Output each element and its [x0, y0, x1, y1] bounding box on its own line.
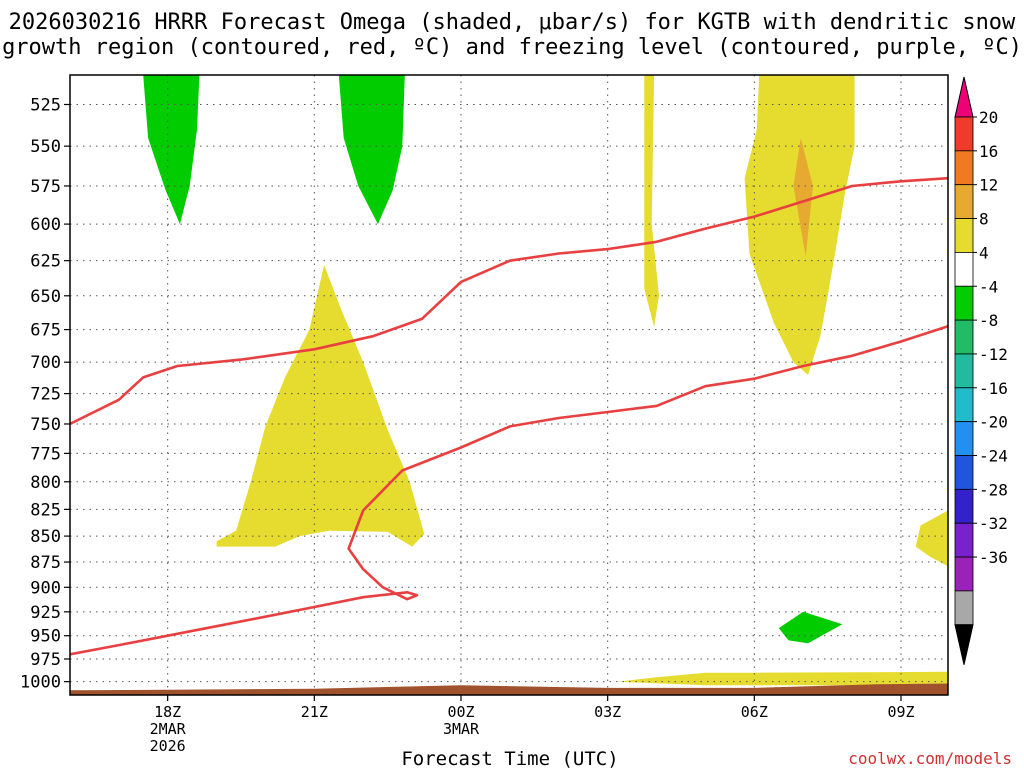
- x-tick-label-6-0: 21Z: [301, 703, 328, 721]
- y-tick-label-725: 725: [30, 385, 61, 405]
- colorbar-swatch-10: [954, 455, 974, 490]
- x-tick-label-9-1: 3MAR: [443, 720, 480, 738]
- colorbar-swatch-0: [954, 116, 974, 152]
- colorbar-swatch-7: [954, 353, 974, 389]
- colorbar-swatch-3: [954, 218, 974, 253]
- y-tick-label-625: 625: [30, 252, 61, 272]
- omega-region-3: [644, 75, 659, 327]
- colorbar-label-12: -32: [979, 514, 1008, 533]
- x-tick-label-3-1: 2MAR: [150, 720, 187, 738]
- y-tick-label-1000: 1000: [20, 673, 61, 693]
- omega-shading: [143, 75, 948, 686]
- colorbar-label-2: 12: [979, 176, 998, 195]
- credit-text: coolwx.com/models: [848, 749, 1012, 768]
- y-tick-label-550: 550: [30, 137, 61, 157]
- y-tick-label-575: 575: [30, 177, 61, 197]
- colorbar-label-3: 8: [979, 210, 989, 229]
- colorbar-label-13: -36: [979, 548, 1008, 567]
- colorbar-label-11: -28: [979, 480, 1008, 499]
- colorbar-label-7: -12: [979, 345, 1008, 364]
- colorbar-swatch-6: [954, 319, 974, 355]
- y-tick-label-775: 775: [30, 444, 61, 464]
- x-tick-label-9-0: 00Z: [447, 703, 474, 721]
- x-tick-label-12-0: 03Z: [594, 703, 621, 721]
- omega-region-0: [143, 75, 200, 225]
- omega-region-2: [216, 265, 425, 547]
- dendritic-contour-lower: [70, 324, 948, 656]
- y-tick-label-950: 950: [30, 627, 61, 647]
- colorbar-label-1: 16: [979, 142, 998, 161]
- omega-region-8: [617, 671, 948, 686]
- y-tick-label-825: 825: [30, 500, 61, 520]
- y-tick-label-600: 600: [30, 215, 61, 235]
- colorbar-swatch-9: [954, 421, 974, 456]
- y-tick-label-975: 975: [30, 650, 61, 670]
- colorbar-arrow-top: [954, 76, 974, 118]
- omega-region-7: [778, 611, 843, 644]
- colorbar-swatch-13: [954, 556, 974, 592]
- chart-title-line2: growth region (contoured, red, ºC) and f…: [2, 35, 1022, 60]
- colorbar-swatch-11: [954, 488, 974, 524]
- omega-region-6: [915, 510, 948, 567]
- y-tick-label-650: 650: [30, 287, 61, 307]
- dendritic-contours: [70, 176, 948, 656]
- x-tick-label-18-0: 09Z: [887, 703, 914, 721]
- y-tick-label-850: 850: [30, 527, 61, 547]
- x-tick-label-3-2: 2026: [150, 737, 186, 755]
- y-tick-label-900: 900: [30, 578, 61, 598]
- colorbar-swatch-8: [954, 387, 974, 423]
- colorbar-swatch-12: [954, 522, 974, 558]
- y-tick-label-925: 925: [30, 603, 61, 623]
- x-axis-label: Forecast Time (UTC): [401, 748, 618, 768]
- chart-title-line1: 2026030216 HRRR Forecast Omega (shaded, …: [9, 10, 1016, 35]
- colorbar-label-9: -20: [979, 413, 1008, 432]
- y-axis-ticks: 525 550 575 600 625 650 675 700 725 750 775 800 825 8…: [20, 95, 70, 693]
- omega-region-1: [338, 75, 405, 225]
- colorbar-swatch-2: [954, 184, 974, 219]
- omega-region-5: [793, 138, 813, 257]
- ground-fill: [70, 683, 948, 695]
- y-tick-label-700: 700: [30, 353, 61, 373]
- ground-terrain: [70, 683, 948, 695]
- dendritic-contour-upper: [70, 176, 948, 426]
- plot-frame: [69, 74, 949, 696]
- colorbar-arrow-bottom: [954, 624, 974, 665]
- plot-area: [70, 75, 948, 695]
- colorbar-label-8: -16: [979, 379, 1008, 398]
- colorbar-swatch-4: [954, 251, 974, 287]
- colorbar-swatch-5: [954, 285, 974, 321]
- colorbar-label-4: 4: [979, 243, 989, 262]
- omega-region-4: [744, 75, 855, 375]
- y-tick-label-525: 525: [30, 95, 61, 115]
- colorbar-swatch-14: [954, 590, 974, 626]
- colorbar-label-0: 20: [979, 108, 998, 127]
- y-tick-label-800: 800: [30, 473, 61, 493]
- x-tick-label-15-0: 06Z: [741, 703, 768, 721]
- colorbar-label-5: -4: [979, 277, 998, 296]
- y-tick-label-675: 675: [30, 321, 61, 341]
- colorbar-label-10: -24: [979, 447, 1008, 466]
- colorbar: 20 16 12 8 4 -4 -8 -12 -16 -20 -24 -28 -32 -36: [954, 76, 1008, 665]
- colorbar-swatch-1: [954, 150, 974, 186]
- y-tick-label-750: 750: [30, 415, 61, 435]
- x-tick-label-3-0: 18Z: [154, 703, 181, 721]
- colorbar-label-6: -8: [979, 311, 998, 330]
- y-tick-label-875: 875: [30, 553, 61, 573]
